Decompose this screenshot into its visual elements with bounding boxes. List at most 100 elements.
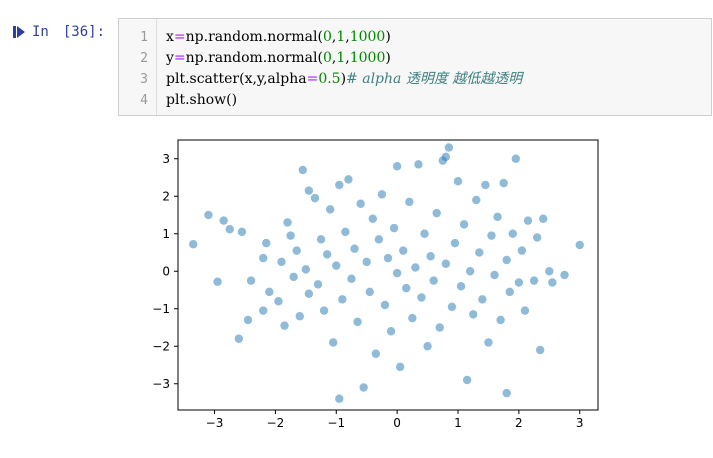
scatter-point: [417, 293, 426, 302]
execution-count: [36]:: [62, 24, 106, 40]
scatter-point: [386, 327, 396, 336]
scatter-point: [292, 246, 301, 255]
scatter-point: [490, 270, 499, 280]
scatter-point: [529, 276, 539, 285]
line-number: 1: [140, 30, 148, 45]
scatter-point: [502, 255, 511, 265]
scatter-point: [435, 323, 444, 332]
x-tick-label: −1: [327, 416, 345, 430]
x-tick-label: 2: [515, 416, 523, 430]
scatter-point: [353, 317, 362, 327]
scatter-point: [402, 283, 411, 293]
scatter-point: [414, 160, 423, 169]
scatter-point: [575, 240, 584, 250]
scatter-point: [423, 342, 432, 351]
scatter-point: [350, 244, 359, 253]
code-token: x: [166, 29, 174, 45]
scatter-point: [392, 268, 402, 278]
scatter-point: [560, 270, 569, 280]
y-tick-label: −1: [152, 302, 170, 316]
x-tick-label: 1: [454, 416, 462, 430]
code-token: ): [340, 71, 347, 87]
code-editor[interactable]: x=np.random.normal(0,1,1000) y=np.random.…: [157, 19, 522, 115]
scatter-point: [472, 195, 481, 205]
code-token: ,: [331, 50, 337, 66]
line-number-gutter: 1 2 3 4: [119, 19, 157, 115]
code-token: np.random.normal(: [185, 50, 323, 66]
scatter-point: [219, 216, 228, 225]
scatter-point: [246, 276, 256, 285]
code-token: ): [385, 50, 391, 66]
code-token: 1: [336, 50, 346, 66]
scatter-point: [362, 257, 371, 267]
scatter-point: [493, 212, 502, 222]
scatter-point: [313, 280, 323, 289]
line-number: 2: [140, 51, 148, 66]
scatter-point: [347, 274, 356, 283]
scatter-point: [213, 277, 222, 286]
cell-prompt: In [36]:: [12, 24, 105, 40]
scatter-point: [481, 180, 490, 190]
scatter-point: [459, 220, 469, 229]
prompt-label: In: [32, 24, 49, 40]
scatter-point: [450, 238, 460, 248]
x-tick-label: 3: [576, 416, 584, 430]
line-number: 3: [140, 72, 148, 87]
code-token: ): [385, 29, 391, 45]
scatter-point: [487, 231, 496, 240]
code-token: 0.5: [318, 71, 341, 87]
scatter-point: [545, 267, 554, 276]
x-tick-label: −3: [206, 416, 224, 430]
scatter-point: [420, 229, 429, 238]
scatter-point: [335, 394, 344, 403]
scatter-point: [475, 248, 484, 257]
scatter-point: [286, 231, 295, 240]
scatter-point: [259, 306, 268, 315]
scatter-point: [505, 287, 514, 297]
scatter-point: [535, 345, 545, 355]
code-token: plt.show(): [166, 92, 238, 108]
code-line: x=np.random.normal(0,1,1000): [166, 27, 522, 48]
scatter-point: [237, 227, 247, 237]
code-line: y=np.random.normal(0,1,1000): [166, 48, 522, 69]
scatter-point: [441, 259, 451, 268]
scatter-point: [432, 208, 441, 218]
scatter-point: [523, 216, 533, 225]
scatter-point: [280, 321, 289, 330]
scatter-point: [508, 229, 517, 238]
scatter-point: [444, 143, 454, 152]
scatter-point: [441, 152, 451, 162]
scatter-point: [310, 193, 320, 203]
run-cell-icon[interactable]: [12, 25, 26, 39]
scatter-point: [329, 338, 338, 347]
scatter-point: [277, 257, 286, 267]
line-number: 4: [140, 93, 148, 108]
scatter-point: [517, 246, 527, 255]
scatter-point: [316, 235, 326, 244]
scatter-point: [520, 306, 530, 315]
scatter-point: [332, 261, 341, 270]
y-tick-label: −3: [152, 377, 170, 391]
scatter-point: [496, 315, 505, 325]
code-token: # alpha 透明度 越低越透明: [346, 71, 523, 87]
scatter-point: [365, 287, 374, 297]
scatter-point: [265, 287, 274, 297]
scatter-point: [368, 214, 377, 223]
scatter-point: [304, 186, 314, 195]
scatter-point: [359, 383, 368, 392]
scatter-point: [462, 375, 472, 385]
scatter-point: [344, 175, 353, 184]
scatter-point: [259, 253, 268, 263]
scatter-point: [322, 250, 332, 259]
code-token: plt.scatter(x,y,alpha: [166, 71, 307, 87]
output-plot: −3 −2 −1 0 1 2 3 −3 −2 −1 0 1 2 3: [130, 134, 610, 454]
code-token: 0: [322, 29, 332, 45]
scatter-point: [371, 349, 381, 358]
code-token: 1000: [349, 50, 386, 66]
scatter-point: [377, 190, 387, 199]
scatter-point: [283, 218, 292, 227]
scatter-point: [426, 252, 435, 261]
scatter-point: [465, 267, 475, 276]
scatter-point: [262, 238, 271, 248]
